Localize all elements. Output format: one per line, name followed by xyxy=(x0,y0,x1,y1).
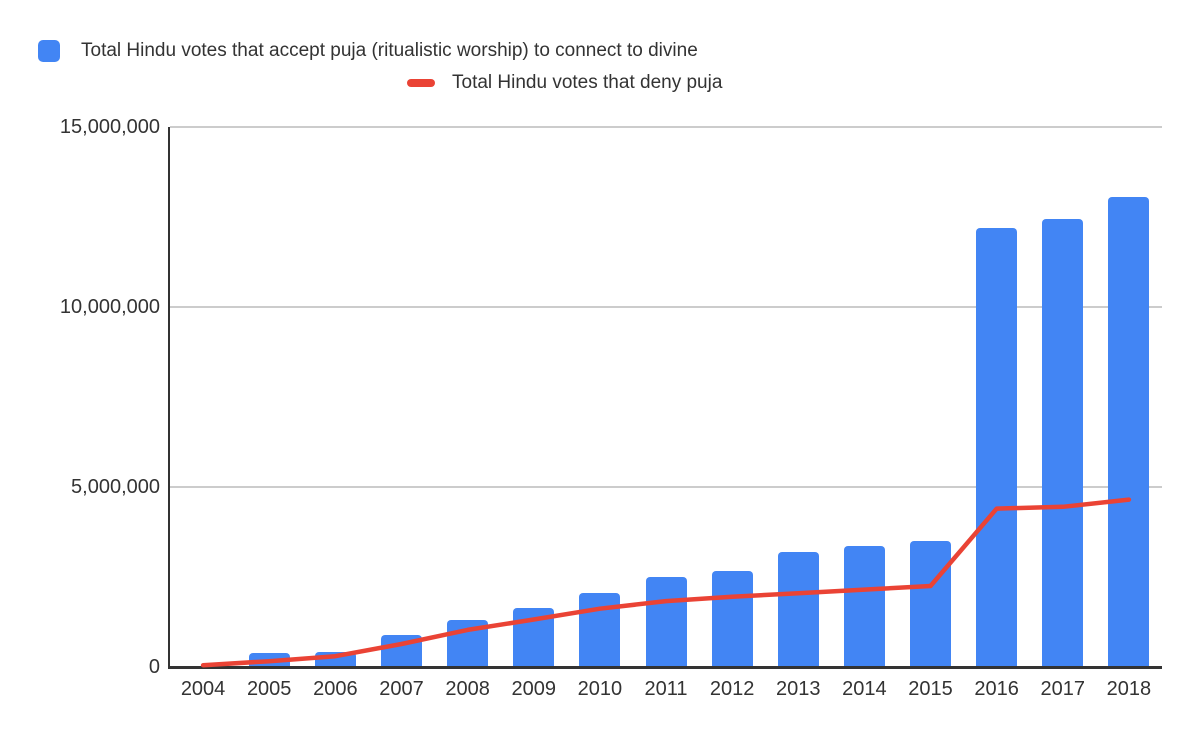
line-series-dash-icon xyxy=(407,78,435,87)
x-tick-label-2009: 2009 xyxy=(511,678,556,700)
legend-label-deny-puja: Total Hindu votes that deny puja xyxy=(452,72,723,93)
bar-2011[interactable] xyxy=(645,577,687,667)
gridline-15,000,000 xyxy=(170,126,1162,128)
bar-2017[interactable] xyxy=(1042,218,1084,667)
x-tick-label-2013: 2013 xyxy=(776,678,821,700)
deny-puja-line[interactable] xyxy=(200,497,1132,668)
bar-2013[interactable] xyxy=(777,551,819,667)
y-axis: 0 5,000,000 10,000,000 15,000,000 xyxy=(0,116,160,678)
bar-series-swatch-icon xyxy=(38,39,60,62)
x-tick-label-2014: 2014 xyxy=(842,678,887,700)
x-tick-label-2006: 2006 xyxy=(313,678,358,700)
x-tick-label-2010: 2010 xyxy=(577,678,623,700)
x-tick-label-2007: 2007 xyxy=(379,678,424,700)
legend-label-accept-puja: Total Hindu votes that accept puja (ritu… xyxy=(81,40,698,61)
x-tick-label-2012: 2012 xyxy=(709,678,755,700)
gridline-10,000,000 xyxy=(170,306,1162,308)
bar-2014[interactable] xyxy=(843,546,885,667)
bar-2018[interactable] xyxy=(1108,197,1150,667)
x-tick-label-2016: 2016 xyxy=(974,678,1019,700)
x-axis-line xyxy=(168,666,1162,669)
x-tick-label-2008: 2008 xyxy=(445,678,490,700)
bar-2015[interactable] xyxy=(910,541,952,667)
x-tick-label-2018: 2018 xyxy=(1106,678,1152,700)
y-tick-label-15,000,000: 15,000,000 xyxy=(59,116,160,138)
y-axis-line xyxy=(168,127,170,668)
plot-area xyxy=(168,126,1162,669)
legend-item-deny-puja[interactable]: Total Hindu votes that deny puja xyxy=(407,70,722,95)
bar-2012[interactable] xyxy=(711,570,753,667)
y-tick-label-5,000,000: 5,000,000 xyxy=(71,476,160,498)
y-tick-label-0: 0 xyxy=(148,656,160,678)
x-tick-label-2004: 2004 xyxy=(180,678,226,700)
legend-item-accept-puja[interactable]: Total Hindu votes that accept puja (ritu… xyxy=(38,38,698,63)
bar-2016[interactable] xyxy=(976,227,1018,667)
x-tick-label-2011: 2011 xyxy=(644,678,688,700)
x-tick-label-2015: 2015 xyxy=(908,678,953,700)
x-axis: 2004 2005 2006 2007 2008 2009 2010 2011 2012 2013… xyxy=(170,676,1162,704)
y-tick-label-10,000,000: 10,000,000 xyxy=(59,296,160,318)
deny-puja-line-series[interactable] xyxy=(170,127,1162,668)
x-tick-label-2017: 2017 xyxy=(1040,678,1086,700)
x-tick-label-2005: 2005 xyxy=(246,678,292,700)
gridline-5,000,000 xyxy=(170,486,1162,488)
